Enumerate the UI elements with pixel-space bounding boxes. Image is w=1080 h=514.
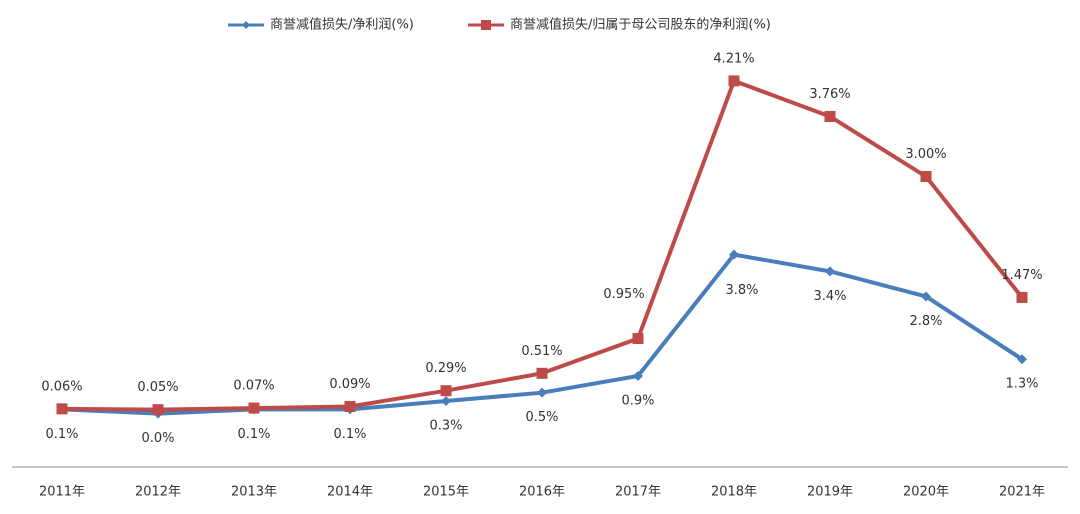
x-tick-label: 2015年	[423, 485, 469, 500]
data-label: 0.07%	[233, 379, 274, 394]
point	[728, 75, 740, 87]
series-line	[61, 78, 1024, 412]
point	[632, 333, 644, 345]
point	[825, 266, 835, 277]
x-tick-label: 2013年	[231, 485, 277, 500]
data-label: 0.05%	[137, 380, 178, 395]
point	[56, 403, 68, 415]
data-label: 0.5%	[525, 410, 558, 425]
data-label: 3.00%	[905, 147, 946, 162]
data-label: 0.95%	[603, 287, 644, 302]
data-label: 0.06%	[41, 379, 82, 394]
data-label: 0.9%	[621, 393, 654, 408]
legend-label: 商誉减值损失/净利润(%)	[270, 17, 414, 33]
data-label: 1.47%	[1001, 268, 1042, 283]
data-label: 0.1%	[333, 427, 366, 442]
x-tick-label: 2016年	[519, 485, 565, 500]
point	[920, 171, 932, 183]
data-label: 2.8%	[909, 314, 942, 329]
point	[152, 404, 164, 416]
legend-label: 商誉减值损失/归属于母公司股东的净利润(%)	[510, 17, 771, 33]
point	[441, 396, 451, 407]
point	[1017, 354, 1027, 365]
x-tick-label: 2017年	[615, 485, 661, 500]
point	[537, 387, 547, 398]
x-tick-label: 2021年	[999, 485, 1045, 500]
data-label: 1.3%	[1005, 377, 1038, 392]
data-label: 0.29%	[425, 361, 466, 376]
data-label: 0.09%	[329, 377, 370, 392]
point	[633, 370, 643, 381]
data-label: 0.1%	[45, 427, 78, 442]
data-label: 0.1%	[237, 427, 270, 442]
point	[921, 291, 931, 302]
data-label: 3.4%	[813, 289, 846, 304]
data-label: 0.3%	[429, 419, 462, 434]
x-tick-label: 2019年	[807, 485, 853, 500]
data-label: 3.8%	[725, 283, 758, 298]
legend-marker	[481, 20, 491, 30]
data-label: 0.51%	[521, 344, 562, 359]
data-label: 4.21%	[713, 51, 754, 66]
point	[536, 367, 548, 379]
x-tick-label: 2014年	[327, 485, 373, 500]
point	[248, 402, 260, 414]
x-tick-label: 2012年	[135, 485, 181, 500]
x-tick-label: 2018年	[711, 485, 757, 500]
data-label: 3.76%	[809, 87, 850, 102]
data-label: 0.0%	[141, 431, 174, 446]
point	[1016, 291, 1028, 303]
x-tick-label: 2020年	[903, 485, 949, 500]
x-tick-label: 2011年	[39, 485, 85, 500]
point	[729, 249, 739, 260]
legend-marker	[242, 21, 250, 29]
point	[824, 110, 836, 122]
point	[440, 385, 452, 397]
point	[344, 400, 356, 412]
